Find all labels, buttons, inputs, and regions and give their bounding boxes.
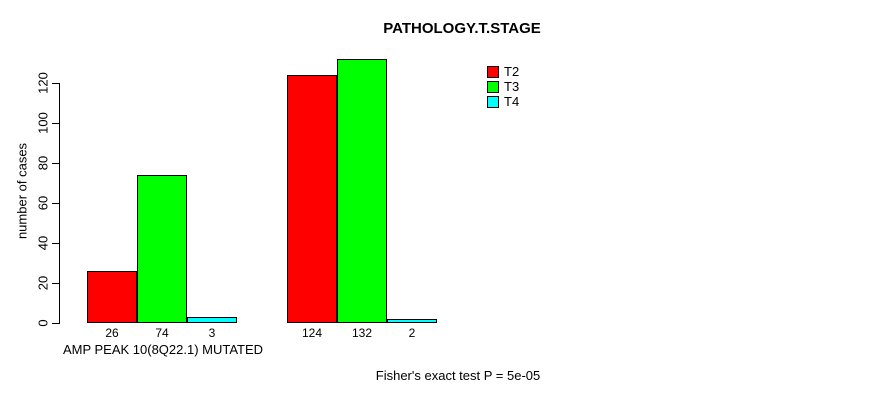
bar-value-label: 2	[408, 326, 416, 340]
legend-label-t4: T4	[504, 94, 520, 109]
bar-t2-group1	[87, 271, 137, 323]
legend-row-t3: T3	[487, 79, 519, 94]
bar-value-label: 74	[155, 326, 169, 340]
y-tick-label: 100	[35, 112, 51, 134]
bar-t3-group1	[137, 175, 187, 323]
x-category-label: AMP PEAK 10(8Q22.1) MUTATED	[62, 342, 264, 357]
chart-title: PATHOLOGY.T.STAGE	[383, 20, 541, 37]
y-tick-mark	[52, 83, 60, 84]
y-tick-mark	[52, 323, 60, 324]
legend-swatch-icon-t2	[487, 65, 499, 78]
y-tick-mark	[52, 203, 60, 204]
bar-t2-group2	[287, 75, 337, 323]
y-tick-mark	[52, 163, 60, 164]
legend-row-t2: T2	[487, 64, 519, 79]
y-tick-mark	[52, 243, 60, 244]
y-tick-label: 80	[35, 155, 51, 171]
y-tick-label: 120	[35, 72, 51, 94]
bar-t4-group2	[387, 319, 437, 323]
legend: T2 T3 T4	[487, 64, 519, 109]
y-tick-mark	[52, 283, 60, 284]
y-tick-label: 60	[35, 195, 51, 211]
y-axis-label: number of cases	[14, 142, 30, 240]
y-tick-label: 20	[35, 275, 51, 291]
legend-label-t3: T3	[504, 79, 520, 94]
bar-t3-group2	[337, 59, 387, 323]
legend-row-t4: T4	[487, 94, 519, 109]
bar-value-label: 124	[301, 326, 323, 340]
y-tick-label: 40	[35, 235, 51, 251]
bar-t4-group1	[187, 317, 237, 323]
legend-label-t2: T2	[504, 64, 520, 79]
annotation-text: Fisher's exact test P = 5e-05	[375, 368, 541, 383]
bar-value-label: 132	[351, 326, 373, 340]
legend-swatch-icon-t4	[487, 95, 499, 108]
y-tick-mark	[52, 123, 60, 124]
bar-value-label: 26	[105, 326, 119, 340]
y-tick-label: 0	[35, 319, 51, 327]
legend-swatch-icon-t3	[487, 80, 499, 93]
bar-value-label: 3	[208, 326, 216, 340]
